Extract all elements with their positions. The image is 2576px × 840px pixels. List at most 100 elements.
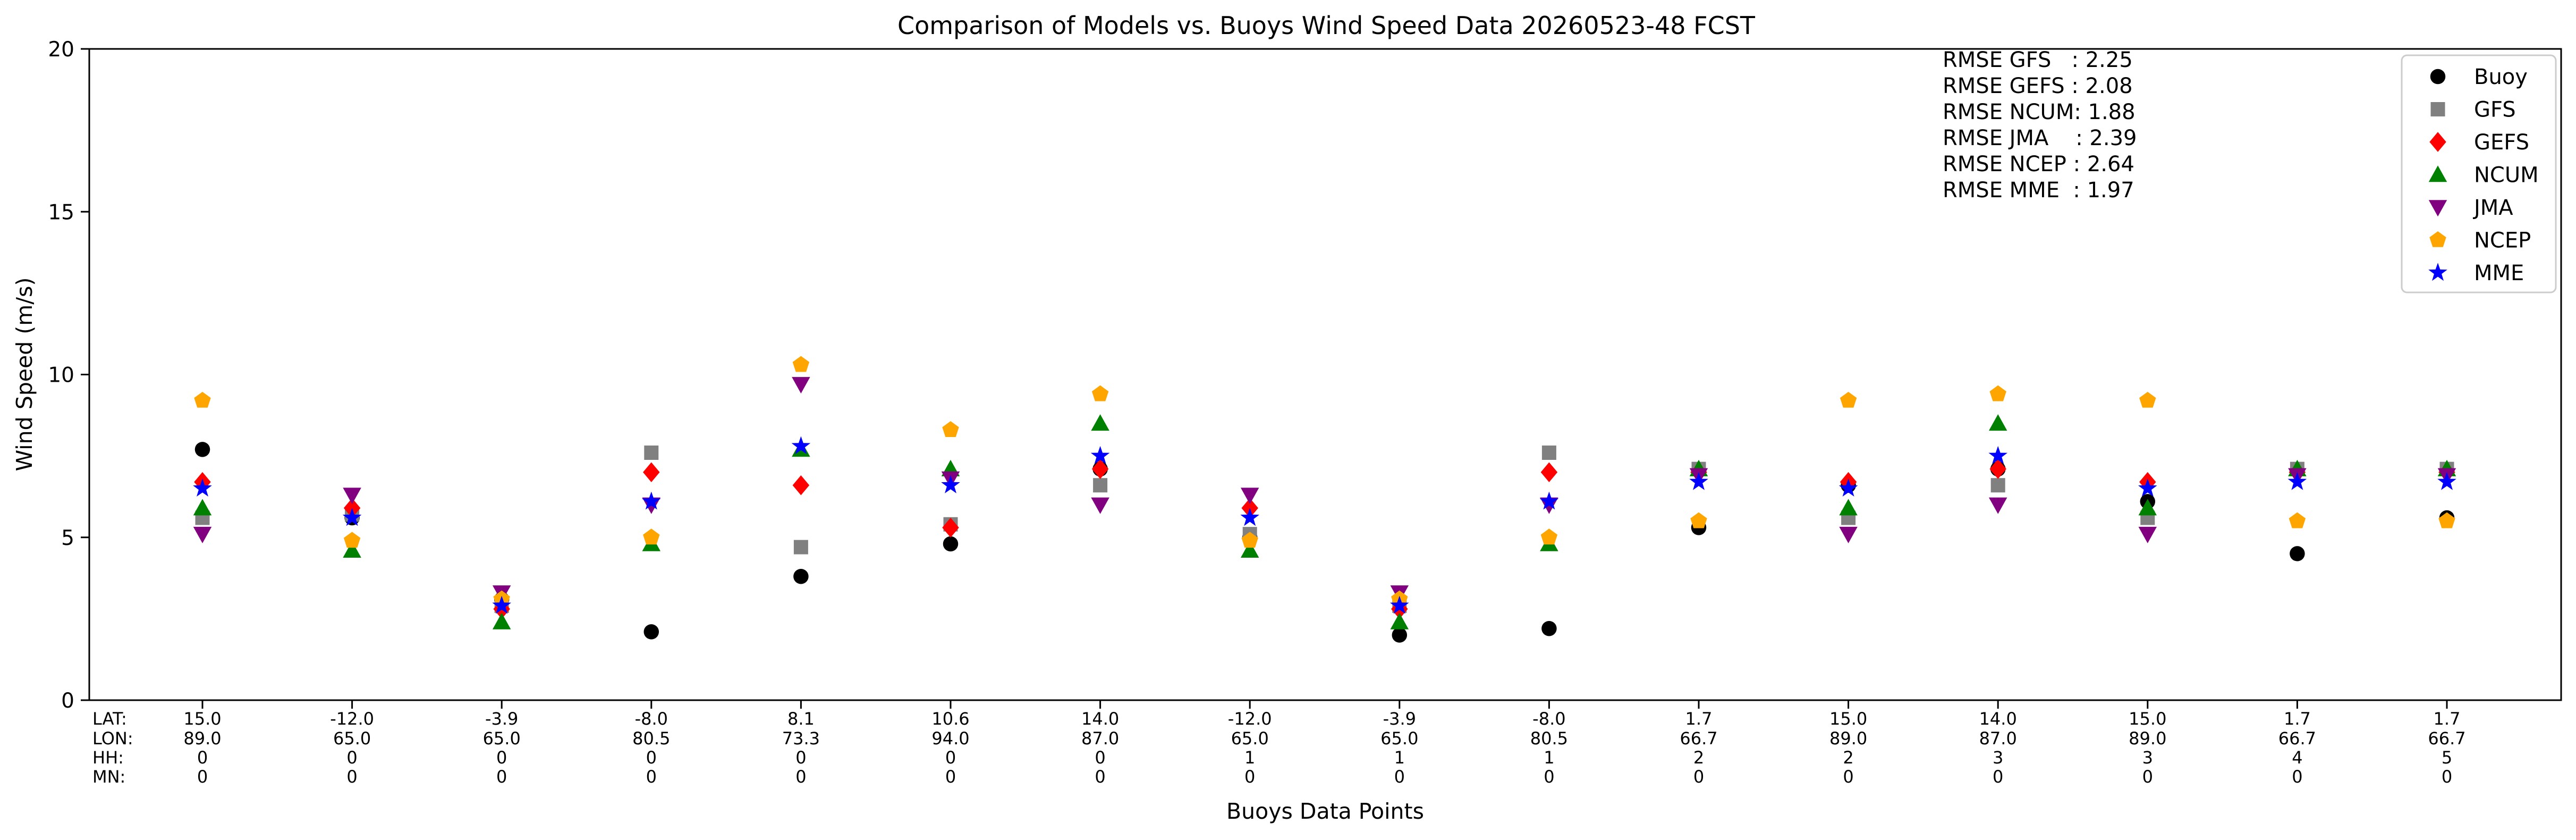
x-tick-label: 0 bbox=[496, 747, 507, 768]
x-tick-label: 66.7 bbox=[2278, 728, 2316, 749]
marker-buoy-point bbox=[1541, 621, 1557, 636]
legend-marker-gefs bbox=[2429, 132, 2446, 152]
marker-gefs-point bbox=[1540, 462, 1558, 482]
x-tick-label: 0 bbox=[795, 747, 806, 768]
x-tick-label: 80.5 bbox=[1530, 728, 1568, 749]
legend-marker-buoy bbox=[2430, 69, 2446, 85]
chart-title: Comparison of Models vs. Buoys Wind Spee… bbox=[897, 11, 1756, 40]
x-tick-label: 65.0 bbox=[483, 728, 521, 749]
marker-ncum-point bbox=[1390, 612, 1409, 629]
marker-ncum-point bbox=[492, 612, 511, 629]
marker-ncep-point bbox=[2289, 512, 2306, 528]
legend-label: NCUM bbox=[2474, 163, 2539, 188]
x-tick-label: -8.0 bbox=[635, 709, 668, 729]
marker-ncep-point bbox=[194, 392, 211, 408]
rmse-line: RMSE GEFS : 2.08 bbox=[1943, 74, 2133, 98]
marker-mme-point bbox=[791, 436, 811, 455]
x-tick-label: 65.0 bbox=[333, 728, 371, 749]
rmse-line: RMSE NCEP : 2.64 bbox=[1943, 152, 2134, 177]
y-tick-label: 10 bbox=[48, 364, 74, 388]
x-tick-label: 1 bbox=[1244, 747, 1255, 768]
marker-ncep-point bbox=[1091, 385, 1109, 401]
x-tick-label: 0 bbox=[2142, 767, 2153, 787]
marker-buoy-point bbox=[643, 624, 659, 640]
x-tick-label: 10.6 bbox=[931, 709, 969, 729]
x-tick-label: -3.9 bbox=[485, 709, 518, 729]
x-tick-label: 87.0 bbox=[1979, 728, 2017, 749]
x-tick-label: 1.7 bbox=[2284, 709, 2311, 729]
marker-jma-point bbox=[2138, 526, 2157, 543]
x-tick-label: 8.1 bbox=[787, 709, 815, 729]
x-tick-label: 1 bbox=[1394, 747, 1405, 768]
x-tick-label: 3 bbox=[2142, 747, 2153, 768]
marker-buoy-point bbox=[194, 442, 210, 457]
x-tick-label: 3 bbox=[1993, 747, 2003, 768]
x-tick-label: 0 bbox=[346, 747, 357, 768]
legend-marker-gfs bbox=[2430, 102, 2445, 116]
x-tick-label: 14.0 bbox=[1081, 709, 1119, 729]
marker-buoy-point bbox=[943, 536, 959, 552]
legend-marker-jma bbox=[2428, 200, 2447, 217]
x-tick-row-label: LON: bbox=[92, 728, 133, 749]
marker-gefs-point bbox=[942, 517, 959, 538]
marker-mme-point bbox=[1539, 491, 1559, 510]
x-tick-label: 0 bbox=[1394, 767, 1405, 787]
marker-jma-point bbox=[1988, 497, 2007, 514]
x-axis-label: Buoys Data Points bbox=[1226, 799, 1424, 824]
marker-gefs-point bbox=[643, 462, 660, 482]
x-tick-label: 0 bbox=[945, 747, 956, 768]
marker-gfs-point bbox=[1990, 478, 2005, 493]
x-tick-label: 66.7 bbox=[1680, 728, 1717, 749]
x-tick-label: 73.3 bbox=[782, 728, 820, 749]
marker-gefs-point bbox=[792, 475, 810, 495]
marker-mme-point bbox=[1090, 446, 1110, 464]
marker-mme-point bbox=[1390, 595, 1409, 614]
x-tick-row-label: MN: bbox=[92, 767, 125, 787]
legend-label: GFS bbox=[2474, 98, 2516, 122]
axis-ticks: 05101520LAT:LON:HH:MN:15.089.000-12.065.… bbox=[48, 38, 2465, 787]
marker-mme-point bbox=[342, 508, 362, 526]
x-tick-label: 14.0 bbox=[1979, 709, 2017, 729]
x-tick-label: 66.7 bbox=[2428, 728, 2465, 749]
marker-mme-point bbox=[193, 478, 212, 497]
legend: Buoy GFS GEFS NCUM JMA NCEP MME bbox=[2401, 54, 2557, 293]
marker-ncum-point bbox=[1988, 414, 2007, 431]
marker-ncep-point bbox=[1989, 385, 2006, 401]
legend-marker-ncum bbox=[2428, 165, 2447, 182]
x-tick-label: 1.7 bbox=[1685, 709, 1713, 729]
x-tick-label: 65.0 bbox=[1231, 728, 1269, 749]
marker-mme-point bbox=[492, 595, 511, 614]
x-tick-label: 0 bbox=[197, 767, 208, 787]
marker-mme-point bbox=[2138, 478, 2157, 497]
x-tick-label: -8.0 bbox=[1532, 709, 1565, 729]
x-tick-label: 2 bbox=[1693, 747, 1704, 768]
rmse-line: RMSE GFS : 2.25 bbox=[1943, 48, 2133, 72]
marker-gfs-point bbox=[793, 540, 808, 555]
x-tick-label: 15.0 bbox=[183, 709, 221, 729]
marker-ncum-point bbox=[2138, 499, 2157, 516]
marker-ncep-point bbox=[792, 356, 810, 372]
x-tick-row-label: HH: bbox=[92, 747, 124, 768]
x-tick-label: -12.0 bbox=[1228, 709, 1272, 729]
x-tick-label: 4 bbox=[2292, 747, 2302, 768]
marker-jma-point bbox=[343, 488, 361, 505]
legend-label: GEFS bbox=[2474, 130, 2529, 155]
x-tick-label: 5 bbox=[2442, 747, 2452, 768]
x-tick-label: 0 bbox=[646, 747, 657, 768]
x-tick-label: 0 bbox=[2442, 767, 2452, 787]
x-tick-row-label: LAT: bbox=[92, 709, 127, 729]
marker-ncum-point bbox=[1240, 541, 1259, 558]
data-markers bbox=[193, 356, 2456, 643]
x-tick-label: 0 bbox=[2292, 767, 2302, 787]
legend-label: MME bbox=[2474, 261, 2524, 285]
marker-jma-point bbox=[193, 526, 212, 543]
marker-mme-point bbox=[1240, 508, 1259, 526]
marker-mme-point bbox=[1838, 478, 1858, 497]
marker-ncep-point bbox=[1540, 528, 1558, 545]
x-tick-label: 0 bbox=[1843, 767, 1853, 787]
x-tick-label: 0 bbox=[646, 767, 657, 787]
marker-buoy-point bbox=[1392, 627, 1408, 643]
marker-ncum-point bbox=[1839, 499, 1858, 516]
marker-ncep-point bbox=[2438, 512, 2455, 528]
